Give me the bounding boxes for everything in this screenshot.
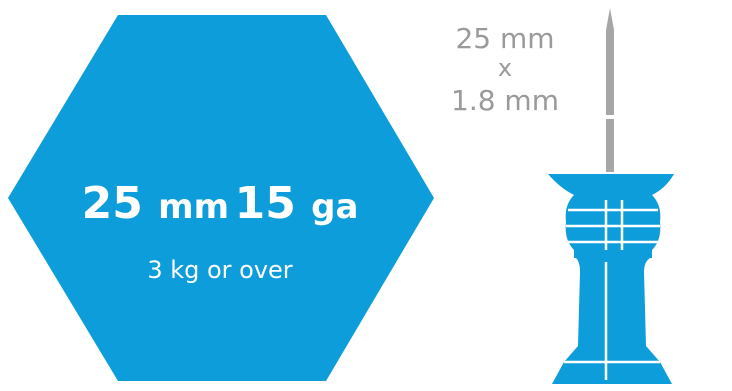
needle-length-text: 25 mm [455,22,555,55]
intraosseous-needle-icon [548,8,674,384]
needle-handle [552,258,672,384]
grip-lines [566,200,660,250]
weight-note: 3 kg or over [147,256,293,284]
size-title: 25 mm 15 ga [0,182,440,226]
needle-gauge-label: 15 ga [234,178,359,229]
handle-lines [564,262,660,380]
dimension-separator: x [497,54,513,82]
needle-hub [548,174,674,258]
size-badge: 25 mm 15 ga 3 kg or over [0,15,440,381]
needle-length-label: 25 mm [81,178,229,229]
hexagon-shape [8,15,434,381]
needle-diameter-text: 1.8 mm [451,84,559,117]
needle-shaft [606,8,614,172]
